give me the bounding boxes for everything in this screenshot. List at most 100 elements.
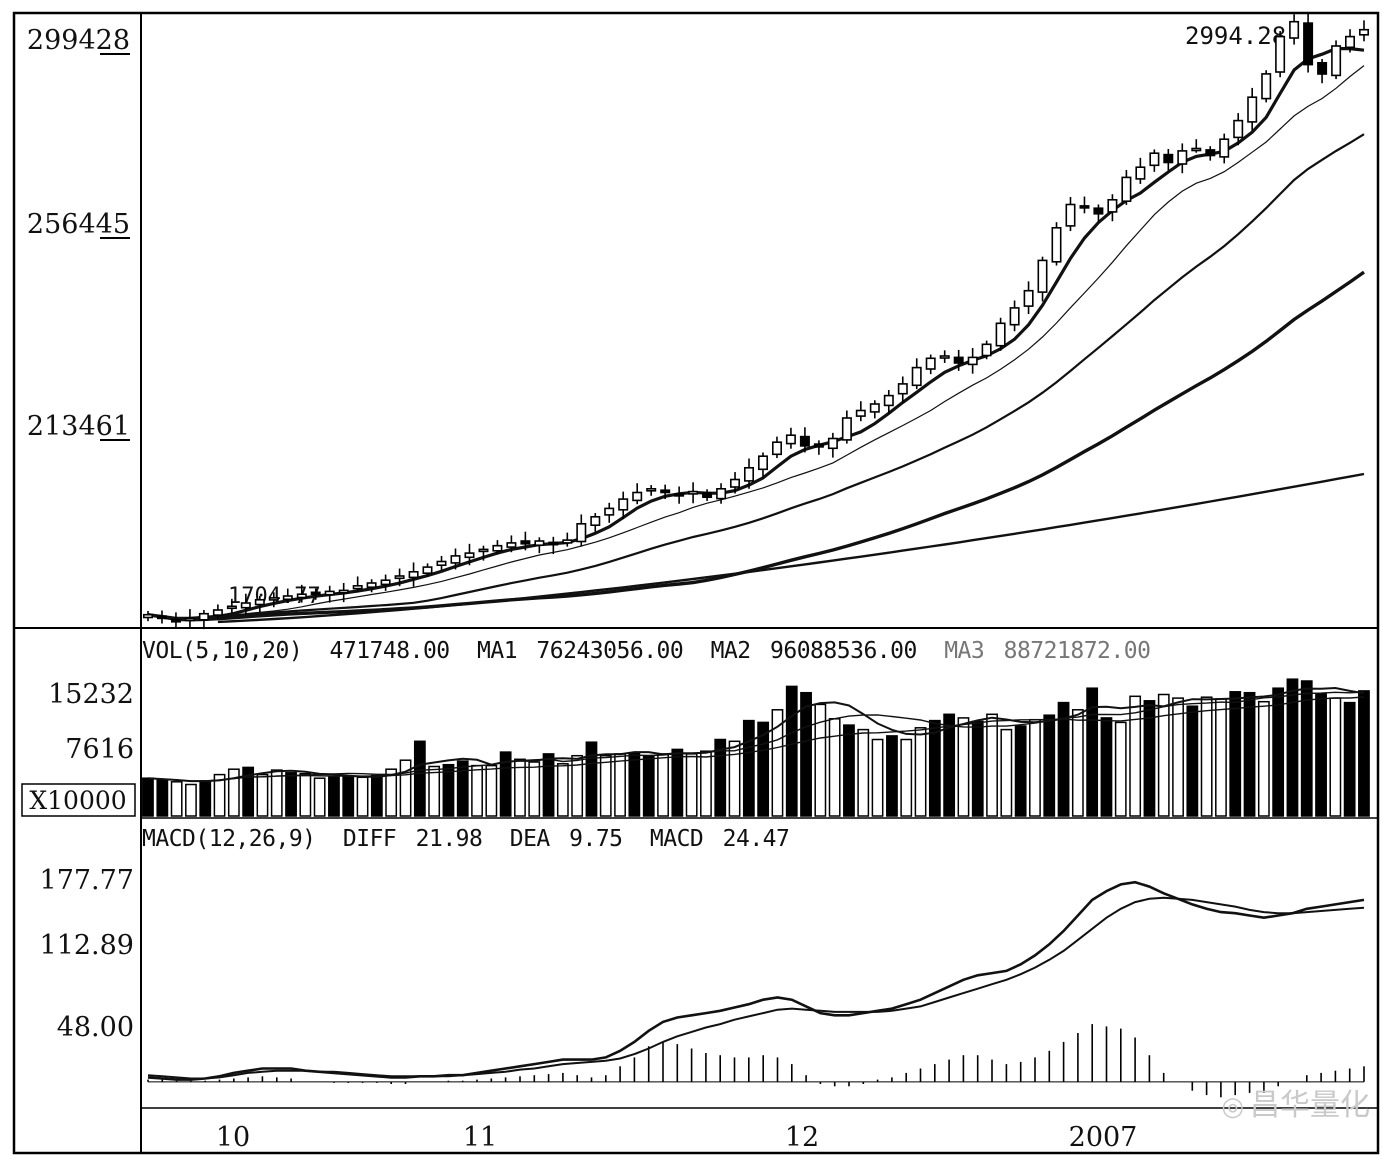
volume-bar <box>556 763 569 817</box>
volume-bar <box>356 776 369 817</box>
candle-body <box>520 540 531 545</box>
candle-body <box>408 570 419 579</box>
volume-bar <box>342 775 355 817</box>
macd-tick-3: 48.00 <box>57 1012 134 1043</box>
candle-body <box>757 455 768 471</box>
candle-body <box>1289 20 1300 39</box>
candle-body <box>450 555 461 564</box>
volume-bar <box>599 754 612 817</box>
volume-bar <box>170 781 183 817</box>
candle-body <box>548 541 559 546</box>
volume-bar <box>657 753 669 817</box>
candle-body <box>1219 138 1230 158</box>
volume-tick-1: 15232 <box>48 679 134 710</box>
volume-bar <box>213 773 226 817</box>
candle-body <box>380 579 391 586</box>
candle-body <box>157 615 168 620</box>
volume-bar <box>514 758 526 817</box>
volume-bar <box>1100 717 1113 817</box>
candle-body <box>1107 199 1118 213</box>
volume-bar <box>1329 697 1342 817</box>
volume-bar <box>1029 718 1041 817</box>
candle-body <box>1149 152 1160 167</box>
volume-bar <box>313 777 326 817</box>
volume-bar <box>399 759 412 817</box>
volume-bar <box>485 764 498 817</box>
candle-body <box>1023 289 1034 307</box>
candle-body <box>268 597 279 601</box>
volume-ma3-label: MA3 <box>944 638 985 664</box>
volume-bar <box>1143 700 1156 817</box>
volume-bar <box>900 738 913 817</box>
candle-body <box>1009 307 1020 326</box>
candle-body <box>827 437 838 450</box>
candle-body <box>799 435 810 447</box>
candle-body <box>1079 205 1090 209</box>
candle-body <box>1345 35 1356 49</box>
candle-body <box>939 355 950 359</box>
volume-ma10-line <box>147 691 1365 782</box>
volume-bar <box>1086 687 1099 817</box>
candle-body <box>897 383 908 395</box>
volume-bar <box>1215 698 1227 817</box>
macd-diff-label: DIFF <box>342 826 397 852</box>
candle-body <box>911 366 922 387</box>
macd-tick-2: 112.89 <box>40 930 134 961</box>
volume-bar <box>456 760 469 817</box>
candle-body <box>143 613 154 619</box>
volume-bar <box>843 724 855 817</box>
volume-bar <box>542 753 555 817</box>
volume-bar <box>785 685 798 817</box>
candle-body <box>702 492 713 498</box>
candle-body <box>995 322 1006 347</box>
volume-bar <box>986 713 998 817</box>
macd-dea-line <box>147 896 1365 1080</box>
volume-bar <box>971 720 984 817</box>
macd-headline: MACD(12,26,9) DIFF 21.98 DEA 9.75 MACD 2… <box>142 826 803 852</box>
candle-body <box>813 443 824 448</box>
price-ma40-line <box>147 270 1365 622</box>
volume-bar <box>1272 687 1285 817</box>
volume-bar <box>957 717 970 817</box>
volume-bar <box>914 727 927 817</box>
volume-bar <box>1014 725 1027 817</box>
macd-dea-label: DEA <box>509 826 551 852</box>
candle-body <box>953 356 964 364</box>
chart-frame <box>12 11 1380 1155</box>
volume-bar <box>628 752 641 817</box>
volume-bar <box>742 719 755 817</box>
volume-bar <box>256 773 269 817</box>
watermark: ◎ 昌华量化 <box>1221 1080 1370 1124</box>
candle-body <box>310 591 321 596</box>
volume-bar <box>328 776 340 817</box>
volume-bar <box>800 691 812 817</box>
volume-unit-label: X10000 <box>29 786 126 815</box>
volume-bar <box>1243 691 1256 817</box>
candle-body <box>743 466 754 482</box>
volume-bar <box>928 719 941 817</box>
candle-body <box>674 493 685 497</box>
candle-body <box>869 403 880 413</box>
candle-body <box>1163 153 1174 164</box>
candle-body <box>618 498 629 511</box>
candle-body <box>1093 207 1104 215</box>
volume-bar <box>1129 695 1142 817</box>
volume-bar <box>828 718 841 817</box>
candle-body <box>771 441 782 456</box>
candle-body <box>338 589 349 594</box>
volume-bar <box>1358 690 1370 817</box>
volume-bar <box>1043 714 1056 817</box>
candle-body <box>184 617 195 622</box>
macd-indicator-label: MACD(12,26,9) <box>142 826 316 852</box>
volume-bar <box>499 751 512 817</box>
volume-bar <box>1071 709 1084 817</box>
candle-body <box>1205 149 1216 157</box>
candle-body <box>883 394 894 407</box>
candle-body <box>478 548 489 553</box>
macd-diff-value: 21.98 <box>415 826 483 852</box>
volume-unit-box <box>21 783 136 817</box>
x-label-10: 10 <box>216 1122 250 1153</box>
volume-bar <box>385 768 398 817</box>
candle-body <box>590 515 601 526</box>
price-panel <box>143 13 1370 630</box>
